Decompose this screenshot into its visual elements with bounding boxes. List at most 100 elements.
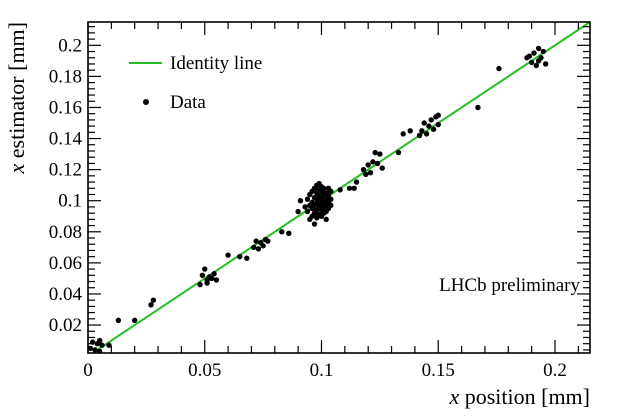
data-point bbox=[353, 179, 360, 185]
data-point bbox=[321, 185, 327, 191]
data-point bbox=[540, 48, 547, 55]
data-point bbox=[475, 104, 481, 111]
data-point bbox=[260, 243, 266, 249]
data-point bbox=[374, 160, 381, 167]
data-point bbox=[395, 149, 402, 156]
y-tick-label: 0.2 bbox=[58, 35, 82, 56]
data-point bbox=[531, 50, 537, 56]
x-axis-title: x position [mm] bbox=[448, 384, 590, 409]
legend-identity-line-label: Identity line bbox=[170, 53, 262, 74]
data-point bbox=[367, 170, 374, 176]
data-point bbox=[407, 128, 413, 134]
y-tick-label: 0.12 bbox=[49, 160, 82, 181]
y-tick-label: 0.02 bbox=[49, 315, 82, 336]
data-point bbox=[423, 131, 430, 137]
legend: Identity line Data bbox=[129, 53, 262, 113]
data-point bbox=[253, 238, 259, 244]
data-point bbox=[96, 337, 103, 344]
data-point bbox=[304, 196, 311, 202]
data-point bbox=[346, 185, 353, 191]
data-point bbox=[435, 112, 441, 118]
data-point bbox=[316, 180, 322, 187]
data-point bbox=[265, 238, 271, 244]
x-tick-label: 0.05 bbox=[188, 360, 221, 381]
y-tick-label: 0.04 bbox=[49, 284, 83, 305]
data-point bbox=[377, 151, 383, 157]
data-point bbox=[328, 188, 334, 195]
y-tick-label: 0.16 bbox=[49, 97, 82, 118]
data-point bbox=[225, 252, 231, 258]
data-point bbox=[430, 126, 437, 132]
x-tick-label: 0.15 bbox=[422, 360, 455, 381]
data-point bbox=[244, 255, 250, 261]
data-point bbox=[542, 61, 549, 67]
data-point bbox=[304, 208, 311, 215]
data-point bbox=[496, 65, 502, 72]
data-point bbox=[279, 229, 285, 235]
y-tick-label: 0.1 bbox=[58, 191, 82, 212]
y-axis-title: x estimator [mm] bbox=[4, 22, 29, 175]
data-point bbox=[237, 253, 243, 260]
data-point bbox=[255, 246, 262, 252]
data-point bbox=[360, 166, 367, 173]
data-point bbox=[302, 204, 308, 210]
y-tick-label: 0.14 bbox=[49, 129, 83, 150]
x-tick-label: 0 bbox=[83, 360, 93, 381]
data-point bbox=[416, 132, 423, 139]
y-tick-label: 0.08 bbox=[49, 222, 82, 243]
x-tick-label: 0.2 bbox=[543, 360, 567, 381]
data-point bbox=[419, 128, 425, 134]
data-point bbox=[328, 196, 334, 202]
legend-data-label: Data bbox=[170, 92, 206, 113]
data-point bbox=[99, 342, 105, 348]
data-point bbox=[150, 297, 157, 303]
plot-frame bbox=[87, 21, 591, 354]
data-point bbox=[337, 187, 343, 193]
data-point bbox=[148, 302, 154, 308]
data-point bbox=[96, 348, 103, 353]
data-point bbox=[106, 342, 112, 348]
lhcb-preliminary-annotation: LHCb preliminary bbox=[439, 275, 580, 296]
data-point bbox=[197, 281, 203, 288]
data-point bbox=[213, 277, 220, 283]
data-point bbox=[209, 275, 215, 282]
data-point bbox=[211, 271, 217, 277]
data-point bbox=[295, 208, 301, 215]
y-tick-label: 0.06 bbox=[49, 253, 82, 274]
data-point bbox=[400, 131, 406, 137]
data-point bbox=[202, 266, 208, 272]
data-point bbox=[323, 216, 329, 223]
data-point bbox=[526, 53, 532, 59]
data-point bbox=[372, 149, 378, 156]
data-point bbox=[535, 45, 542, 52]
legend-data-marker bbox=[143, 99, 149, 105]
data-point bbox=[307, 216, 313, 223]
x-tick-label: 0.1 bbox=[310, 360, 334, 381]
data-point bbox=[115, 317, 122, 324]
data-point bbox=[435, 121, 441, 128]
data-layer bbox=[88, 22, 590, 353]
data-point bbox=[297, 198, 304, 204]
data-point bbox=[426, 123, 432, 129]
data-point bbox=[328, 202, 334, 209]
data-point bbox=[131, 317, 138, 324]
data-point bbox=[538, 55, 544, 61]
data-point bbox=[528, 59, 535, 66]
data-point bbox=[311, 221, 318, 227]
data-point bbox=[365, 162, 371, 168]
data-point bbox=[533, 62, 539, 69]
data-point bbox=[379, 165, 385, 171]
data-point bbox=[351, 185, 357, 191]
data-point bbox=[92, 347, 98, 353]
data-point bbox=[199, 272, 206, 279]
data-point bbox=[363, 171, 369, 177]
y-tick-label: 0.18 bbox=[49, 66, 82, 87]
data-point bbox=[251, 244, 257, 251]
data-point bbox=[204, 280, 210, 286]
data-point bbox=[370, 159, 376, 165]
axis-ticks: 0 0.05 0.1 0.15 0.2 0.02 0.04 0.06 0.08 0.1 0.12 0.… bbox=[49, 22, 590, 381]
data-point bbox=[286, 230, 292, 237]
data-point bbox=[428, 117, 434, 123]
data-point bbox=[421, 120, 427, 126]
